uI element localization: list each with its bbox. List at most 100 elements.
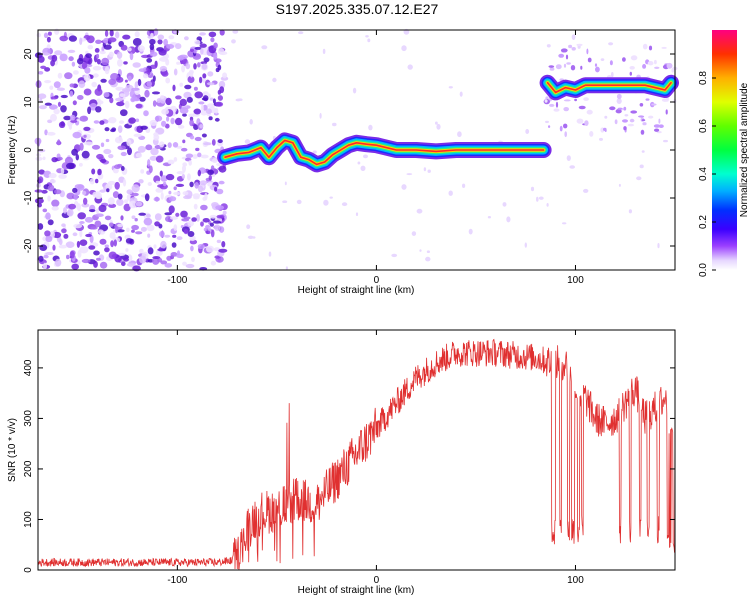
noise-speckle	[638, 115, 645, 118]
y-tick-label: 300	[23, 410, 34, 427]
noise-speckle	[196, 214, 200, 222]
noise-speckle	[174, 117, 183, 126]
noise-speckle	[107, 180, 116, 185]
noise-speckle	[182, 165, 186, 173]
noise-speckle	[91, 168, 96, 175]
noise-speckle	[312, 150, 317, 154]
noise-speckle	[158, 49, 167, 56]
noise-speckle	[97, 168, 102, 176]
noise-speckle	[68, 203, 76, 210]
noise-speckle	[165, 97, 172, 106]
noise-speckle	[81, 258, 91, 264]
noise-speckle	[69, 251, 75, 259]
noise-speckle	[560, 48, 568, 53]
y-tick-label: 100	[23, 511, 34, 528]
noise-speckle	[214, 107, 219, 114]
noise-speckle	[175, 95, 182, 100]
noise-speckle	[91, 81, 97, 88]
noise-speckle	[173, 68, 178, 76]
spectrogram-trace	[217, 74, 679, 173]
noise-speckle	[182, 162, 188, 167]
noise-speckle	[63, 115, 72, 121]
noise-speckle	[232, 29, 239, 34]
noise-speckle	[134, 81, 139, 89]
noise-speckle	[206, 103, 216, 108]
noise-speckle	[47, 119, 53, 124]
noise-speckle	[671, 67, 674, 73]
noise-speckle	[209, 214, 217, 219]
noise-speckle	[118, 252, 126, 256]
noise-speckle	[642, 122, 647, 126]
noise-speckle	[160, 192, 164, 200]
noise-speckle	[222, 210, 227, 215]
noise-speckle	[322, 48, 326, 55]
noise-speckle	[131, 229, 135, 233]
noise-speckle	[189, 119, 195, 127]
noise-speckle	[149, 43, 155, 51]
noise-speckle	[599, 137, 603, 141]
noise-speckle	[200, 110, 208, 116]
noise-speckle	[615, 109, 622, 114]
noise-speckle	[487, 216, 491, 219]
noise-speckle	[109, 97, 114, 104]
noise-speckle	[104, 247, 110, 253]
noise-speckle	[53, 81, 61, 89]
noise-speckle	[139, 248, 144, 254]
noise-speckle	[60, 105, 67, 113]
noise-speckle	[367, 38, 371, 43]
noise-speckle	[576, 43, 583, 47]
x-tick-label: 100	[567, 275, 584, 286]
noise-speckle	[108, 203, 117, 208]
noise-speckle	[209, 97, 214, 101]
noise-speckle	[114, 136, 123, 144]
noise-speckle	[61, 228, 67, 234]
noise-speckle	[217, 139, 223, 144]
noise-speckle	[85, 233, 92, 238]
trace-band	[224, 139, 545, 166]
noise-speckle	[203, 57, 210, 63]
noise-speckle	[566, 62, 571, 65]
noise-speckle	[96, 257, 101, 261]
noise-speckle	[202, 95, 209, 102]
noise-speckle	[614, 119, 618, 125]
noise-speckle	[51, 199, 60, 207]
noise-speckle	[37, 223, 44, 230]
noise-speckle	[213, 112, 219, 116]
noise-speckle	[144, 193, 150, 202]
noise-speckle	[272, 77, 277, 83]
noise-speckle	[131, 192, 139, 197]
noise-speckle	[622, 119, 628, 123]
noise-speckle	[159, 65, 168, 72]
noise-speckle	[120, 109, 128, 117]
noise-speckle	[131, 215, 136, 219]
noise-speckle	[194, 136, 202, 142]
noise-speckle	[39, 244, 48, 251]
noise-speckle	[42, 208, 48, 213]
noise-speckle	[165, 77, 171, 84]
noise-speckle	[201, 63, 208, 70]
noise-speckle	[213, 42, 218, 49]
noise-speckle	[563, 99, 571, 102]
noise-speckle	[192, 193, 201, 198]
noise-speckle	[179, 82, 183, 87]
noise-speckle	[64, 72, 73, 80]
noise-speckle	[154, 221, 161, 227]
noise-speckle	[138, 179, 144, 184]
noise-speckle	[135, 118, 140, 123]
noise-speckle	[165, 58, 170, 66]
noise-speckle	[95, 39, 102, 44]
noise-speckle	[425, 256, 431, 262]
noise-speckle	[648, 115, 654, 119]
noise-speckle	[124, 100, 130, 109]
noise-speckle	[89, 235, 94, 243]
noise-speckle	[116, 198, 124, 206]
noise-speckle	[96, 58, 101, 65]
noise-speckle	[45, 212, 51, 220]
noise-speckle	[628, 209, 633, 214]
noise-speckle	[37, 93, 47, 99]
noise-speckle	[162, 181, 167, 187]
noise-speckle	[181, 65, 186, 73]
noise-speckle	[639, 103, 644, 107]
noise-speckle	[185, 263, 195, 269]
